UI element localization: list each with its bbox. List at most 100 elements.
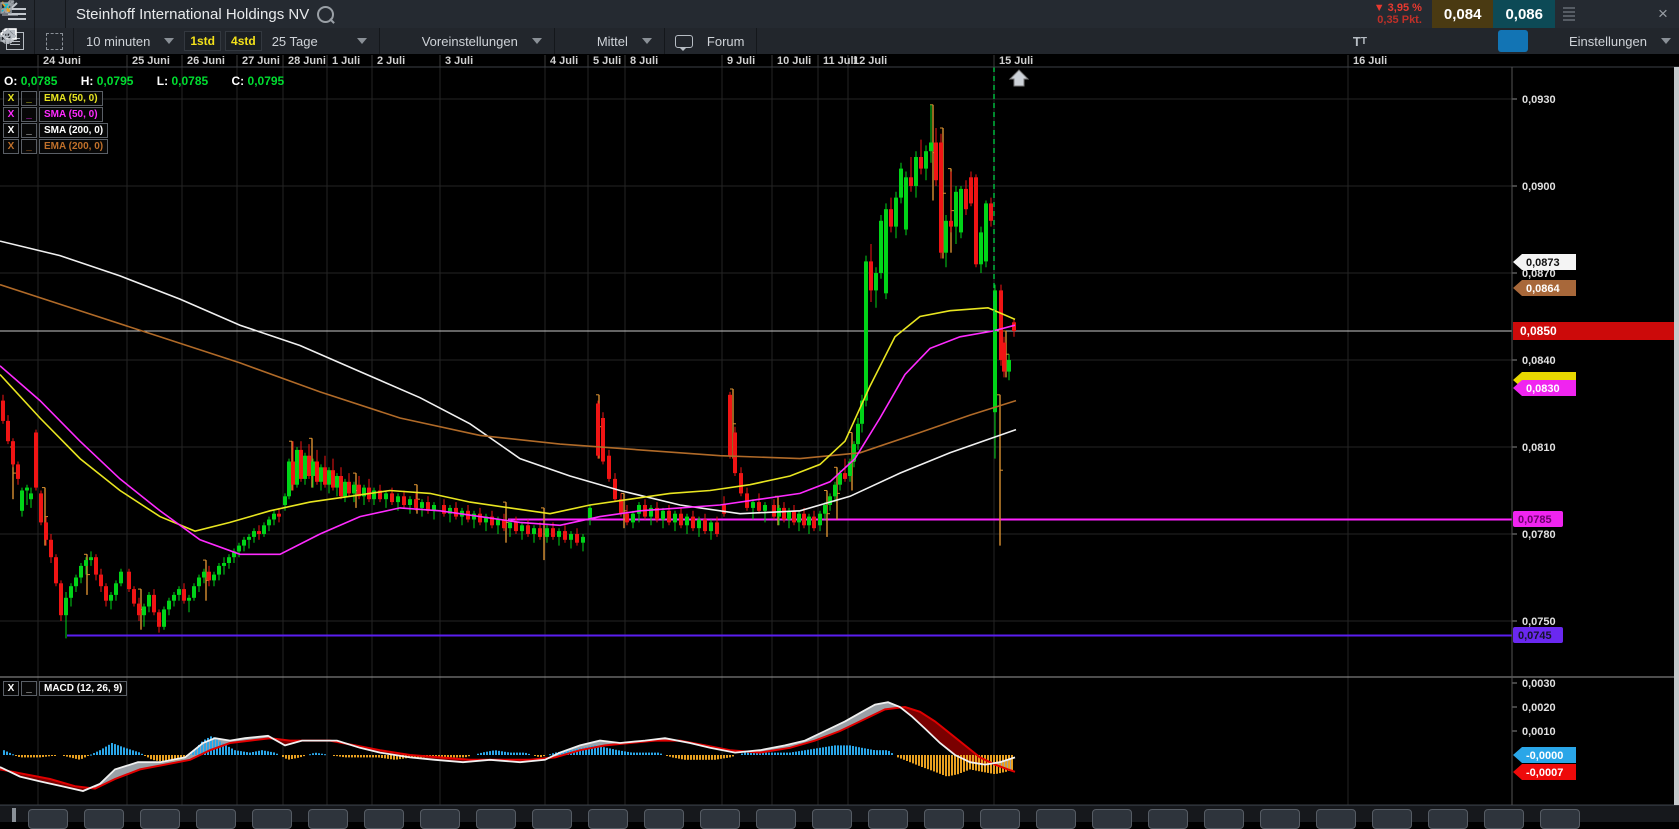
macd-label[interactable]: MACD (12, 26, 9): [39, 681, 127, 696]
scroll-segment-button[interactable]: [1428, 809, 1468, 829]
macd-remove-button[interactable]: X: [3, 681, 19, 696]
bottom-scroll-strip[interactable]: [0, 805, 1679, 822]
range-dropdown[interactable]: 25 Tage: [264, 30, 375, 52]
crosshair-tool-icon[interactable]: [1468, 30, 1492, 52]
grid-icon[interactable]: [1378, 30, 1402, 52]
scroll-segment-button[interactable]: [700, 809, 740, 829]
price-tick-label: 0,0930: [1522, 94, 1556, 106]
date-label: 26 Juni: [187, 55, 225, 67]
open-value: 0,0785: [21, 74, 58, 88]
svg-text:0,0830: 0,0830: [1526, 383, 1560, 395]
date-label: 24 Juni: [43, 55, 81, 67]
date-label: 27 Juni: [242, 55, 280, 67]
panel-grip-icon[interactable]: [1563, 7, 1575, 21]
chevron-down-icon: [642, 38, 652, 44]
scroll-segment-button[interactable]: [588, 809, 628, 829]
collapse-window-icon[interactable]: [1586, 3, 1612, 25]
indicator-remove-button[interactable]: X: [3, 107, 19, 122]
macd-panel: [0, 702, 1015, 791]
ruler-icon[interactable]: [1318, 30, 1342, 52]
overlay-sma-200[interactable]: [0, 241, 1016, 514]
scroll-segment-button[interactable]: [980, 809, 1020, 829]
scroll-segment-button[interactable]: [28, 809, 68, 829]
scroll-segment-button[interactable]: [140, 809, 180, 829]
date-label: 5 Juli: [593, 55, 621, 67]
close-icon[interactable]: ×: [1650, 3, 1676, 25]
session-marker-icon[interactable]: [1010, 70, 1028, 86]
forum-button[interactable]: Forum: [699, 30, 753, 52]
chart-check-icon[interactable]: [35, 0, 66, 28]
scroll-segment-button[interactable]: [476, 809, 516, 829]
macd-line-button[interactable]: _: [21, 681, 37, 696]
scroll-segment-button[interactable]: [1316, 809, 1356, 829]
indicator-line-button[interactable]: _: [21, 123, 37, 138]
search-icon[interactable]: [317, 6, 334, 23]
settings-dropdown[interactable]: Einstellungen: [1561, 30, 1679, 52]
top-bar: Steinhoff International Holdings NV ▼ 3,…: [0, 0, 1679, 29]
overlay-ema-200[interactable]: [0, 285, 1016, 459]
scroll-segment-button[interactable]: [1092, 809, 1132, 829]
indicator-legend: X _ EMA (50, 0) X _ SMA (50, 0) X _ SMA (2…: [3, 92, 108, 156]
window-scrollbar[interactable]: [1674, 67, 1679, 805]
scroll-segment-button[interactable]: [1484, 809, 1524, 829]
change-points: 0,35 Pkt.: [1377, 14, 1422, 26]
scroll-segment-button[interactable]: [644, 809, 684, 829]
timeframe-dropdown[interactable]: 10 minuten: [78, 30, 182, 52]
timeframe-1std-button[interactable]: 1std: [184, 31, 221, 51]
scroll-segment-button[interactable]: [1260, 809, 1300, 829]
scroll-segment-button[interactable]: [196, 809, 236, 829]
scroll-segment-button[interactable]: [868, 809, 908, 829]
scroll-segment-button[interactable]: [1204, 809, 1244, 829]
bid-button[interactable]: 0,084: [1432, 0, 1494, 28]
date-label: 10 Juli: [777, 55, 811, 67]
gear-icon[interactable]: [1534, 30, 1558, 52]
popout-window-icon[interactable]: [1618, 3, 1644, 25]
date-label: 25 Juni: [132, 55, 170, 67]
scroll-segment-button[interactable]: [308, 809, 348, 829]
date-label: 1 Juli: [332, 55, 360, 67]
scroll-segment-button[interactable]: [420, 809, 460, 829]
scroll-segment-button[interactable]: [1540, 809, 1580, 829]
indicator-row: X _ SMA (200, 0): [3, 124, 108, 137]
indicator-line-button[interactable]: _: [21, 91, 37, 106]
scroll-segment-button[interactable]: [252, 809, 292, 829]
ask-button[interactable]: 0,086: [1493, 0, 1555, 28]
indicator-label[interactable]: SMA (200, 0): [39, 123, 108, 138]
ask-price: 0,086: [1505, 6, 1543, 23]
scroll-segment-button[interactable]: [532, 809, 572, 829]
selection-tool-icon[interactable]: [42, 30, 66, 52]
scroll-segment-button[interactable]: [756, 809, 796, 829]
scroll-segment-button[interactable]: [84, 809, 124, 829]
scroll-segment-button[interactable]: [1036, 809, 1076, 829]
date-label: 11 Juli: [823, 55, 857, 67]
indicator-label[interactable]: EMA (50, 0): [39, 91, 103, 106]
macd-tick-label: 0,0020: [1522, 702, 1556, 714]
chart-style-icon: [562, 30, 586, 52]
indicator-label[interactable]: SMA (50, 0): [39, 107, 103, 122]
indicator-remove-button[interactable]: X: [3, 91, 19, 106]
date-label: 12 Juli: [853, 55, 887, 67]
svg-text:0,0745: 0,0745: [1518, 630, 1552, 642]
draw-grid-icon[interactable]: [1408, 30, 1432, 52]
scroll-segment-button[interactable]: [924, 809, 964, 829]
indicator-line-button[interactable]: _: [21, 139, 37, 154]
layers-icon[interactable]: [1438, 30, 1462, 52]
scroll-segment-button[interactable]: [1372, 809, 1412, 829]
scroll-segment-button[interactable]: [1148, 809, 1188, 829]
timeframe-4std-button[interactable]: 4std: [225, 31, 262, 51]
price-tag-tool-active[interactable]: [1498, 30, 1528, 52]
presets-dropdown[interactable]: Voreinstellungen: [414, 30, 550, 52]
scroll-segment-button[interactable]: [812, 809, 852, 829]
instrument-title[interactable]: Steinhoff International Holdings NV: [76, 6, 309, 23]
indicator-remove-button[interactable]: X: [3, 139, 19, 154]
low-value: 0,0785: [171, 74, 208, 88]
indicator-line-button[interactable]: _: [21, 107, 37, 122]
indicator-label[interactable]: EMA (200, 0): [39, 139, 108, 154]
chart-style-dropdown[interactable]: Mittel: [589, 30, 660, 52]
scroll-segment-button[interactable]: [364, 809, 404, 829]
indicator-remove-button[interactable]: X: [3, 123, 19, 138]
